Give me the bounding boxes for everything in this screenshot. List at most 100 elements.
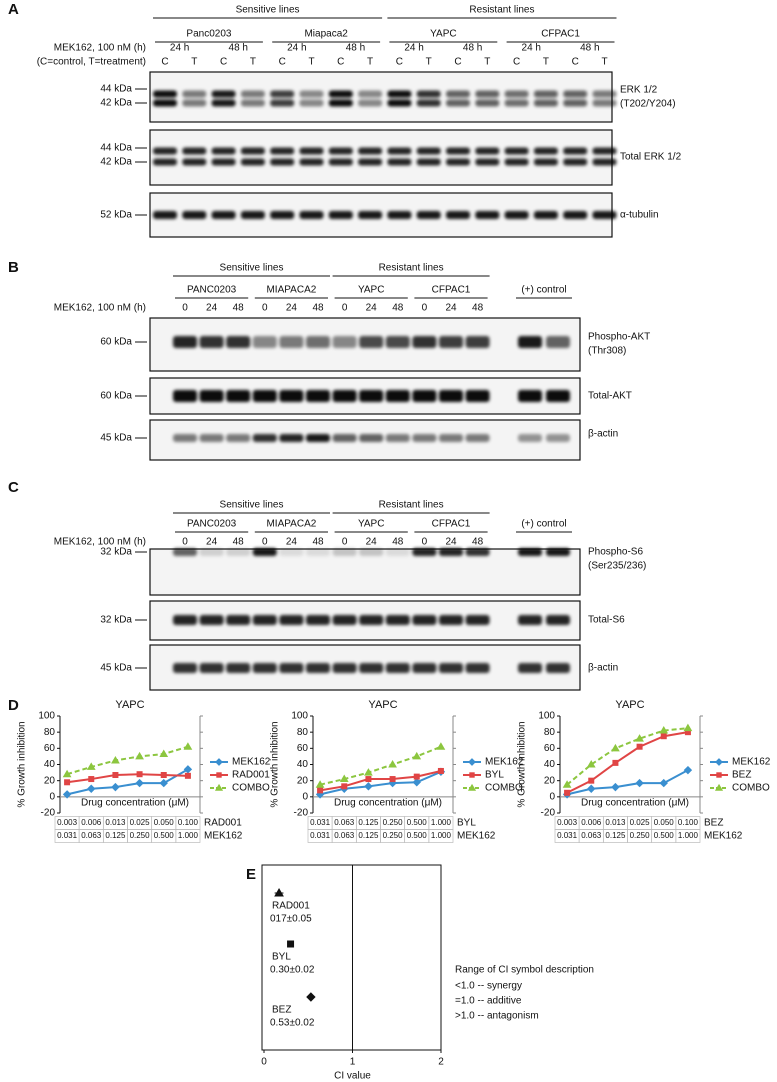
marker [62, 790, 72, 799]
marker [136, 771, 143, 778]
band [328, 147, 353, 155]
band [299, 158, 324, 166]
table-value: 0.063 [581, 831, 602, 840]
blot-label: Phospho-S6 [588, 547, 643, 558]
mw-marker: 32 kDa [100, 547, 132, 558]
time-label: 48 [233, 303, 245, 314]
series-line [566, 769, 689, 796]
band [446, 99, 470, 107]
blot-bands [153, 90, 617, 107]
band [279, 336, 304, 348]
band [182, 211, 207, 219]
cell-line-label: YAPC [358, 519, 385, 530]
time-label: 0 [182, 303, 188, 314]
band [332, 390, 357, 402]
y-tick-label: -20 [541, 808, 556, 819]
cell-line-label: CFPAC1 [432, 519, 471, 530]
legend-item: >1.0 -- antagonism [455, 1011, 539, 1022]
band [387, 99, 412, 107]
band [563, 99, 588, 107]
marker [715, 758, 723, 766]
treatment-label: MEK162, 100 nM (h) [54, 43, 146, 54]
marker [214, 783, 224, 791]
y-tick-label: 80 [544, 727, 556, 738]
point-value-label: 017±0.05 [270, 914, 312, 925]
band [211, 99, 236, 107]
band [240, 211, 265, 219]
mw-marker: 44 kDa [100, 143, 132, 154]
time-label: 48 [312, 303, 324, 314]
legend-label: BEZ [732, 770, 751, 781]
band [199, 390, 224, 402]
blot-bands [173, 548, 570, 556]
marker [437, 767, 444, 774]
band [279, 390, 304, 402]
band [385, 663, 410, 673]
y-tick-label: 40 [297, 759, 309, 770]
table-value: 0.125 [605, 831, 626, 840]
marker [611, 743, 620, 752]
time-label: 48 [472, 303, 484, 314]
band [252, 615, 277, 625]
marker [413, 773, 420, 780]
cell-line-label: PANC0203 [187, 285, 237, 296]
band [412, 336, 437, 348]
table-value: 0.100 [678, 818, 699, 827]
marker [562, 780, 572, 788]
marker [388, 760, 397, 768]
marker [364, 782, 373, 791]
table-row-label: MEK162 [457, 831, 496, 842]
x-axis-label: CI value [334, 1071, 371, 1082]
band [416, 99, 441, 107]
marker [317, 787, 324, 794]
band [240, 99, 265, 107]
blot-frame [149, 548, 581, 596]
y-tick-label: 60 [44, 743, 56, 754]
blot-label: (Thr308) [588, 346, 626, 357]
marker [467, 783, 477, 791]
x-axis-label: Drug concentration (μM) [81, 798, 189, 809]
group-label: Resistant lines [469, 5, 534, 16]
table-value: 0.031 [557, 831, 578, 840]
table-row-label: RAD001 [204, 818, 242, 829]
series-line [319, 770, 442, 796]
marker [287, 940, 295, 948]
band [332, 615, 357, 625]
band [306, 615, 330, 625]
blot-bands [173, 390, 570, 402]
y-tick-label: 0 [302, 791, 308, 802]
group-label: Sensitive lines [220, 263, 284, 274]
mw-marker: 42 kDa [100, 98, 132, 109]
marker [389, 776, 396, 783]
blot-label: ERK 1/2 [620, 85, 658, 96]
marker [364, 768, 373, 776]
blot-bands [173, 336, 570, 348]
marker [86, 762, 96, 770]
band [226, 336, 251, 348]
marker [611, 782, 620, 792]
blot-label: β-actin [588, 663, 618, 674]
group-label: Sensitive lines [236, 5, 300, 16]
y-tick-label: 20 [44, 775, 56, 786]
y-tick-label: 100 [538, 711, 555, 722]
y-tick-label: 20 [544, 775, 556, 786]
legend-label: RAD001 [232, 770, 270, 781]
table-value: 0.500 [407, 818, 428, 827]
blot-label: Total-S6 [588, 615, 625, 626]
blot-label: β-actin [588, 429, 618, 440]
table-value: 0.500 [654, 831, 675, 840]
time-label: 0 [182, 537, 188, 548]
legend-label: MEK162 [485, 757, 524, 768]
lane-label: C [337, 57, 344, 68]
table-value: 1.000 [678, 831, 699, 840]
mw-marker: 42 kDa [100, 157, 132, 168]
time-label: 24 [445, 303, 457, 314]
blot-bands [173, 434, 570, 442]
band [279, 548, 304, 556]
band [211, 158, 236, 166]
marker [274, 887, 284, 897]
time-label: 24 [445, 537, 457, 548]
table-row-label: MEK162 [204, 831, 243, 842]
band [518, 434, 542, 442]
table-cell [175, 829, 201, 843]
